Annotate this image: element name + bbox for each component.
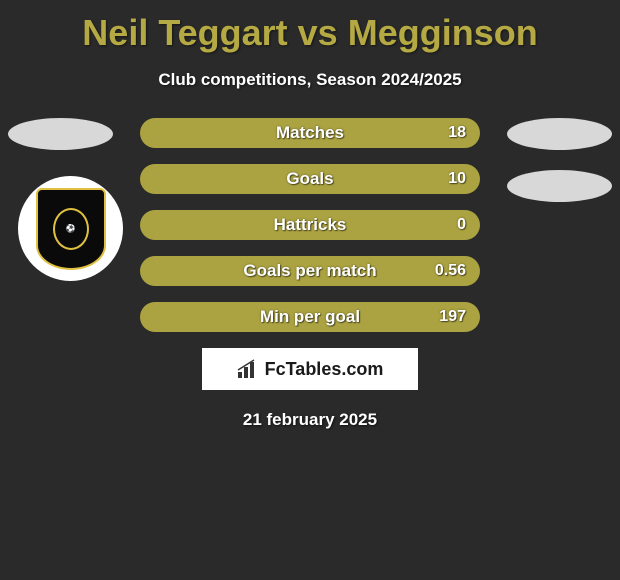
player-a-placeholder-ellipse	[8, 118, 113, 150]
club-badge: ⚽	[18, 176, 123, 281]
stat-label: Goals per match	[243, 261, 376, 281]
brand-logo[interactable]: FcTables.com	[202, 348, 418, 390]
bar-chart-icon	[237, 359, 259, 379]
page-title: Neil Teggart vs Megginson	[0, 0, 620, 54]
shield-inner-icon: ⚽	[53, 208, 89, 250]
stat-label: Hattricks	[274, 215, 347, 235]
stat-label: Min per goal	[260, 307, 360, 327]
stat-row: Hattricks 0	[140, 210, 480, 240]
stat-row: Goals 10	[140, 164, 480, 194]
stat-value: 10	[448, 170, 466, 188]
stat-row: Min per goal 197	[140, 302, 480, 332]
stat-value: 0.56	[435, 262, 466, 280]
player-b-placeholder-ellipse-1	[507, 118, 612, 150]
stat-value: 18	[448, 124, 466, 142]
subtitle: Club competitions, Season 2024/2025	[0, 70, 620, 90]
content-area: ⚽ Matches 18 Goals 10 Hattricks 0 Goals …	[0, 118, 620, 430]
shield-icon: ⚽	[36, 188, 106, 270]
player-b-placeholder-ellipse-2	[507, 170, 612, 202]
date-text: 21 february 2025	[0, 410, 620, 430]
stat-value: 0	[457, 216, 466, 234]
stat-label: Matches	[276, 123, 344, 143]
stat-value: 197	[439, 308, 466, 326]
stats-bars: Matches 18 Goals 10 Hattricks 0 Goals pe…	[140, 118, 480, 332]
stat-row: Goals per match 0.56	[140, 256, 480, 286]
brand-text: FcTables.com	[265, 359, 384, 380]
stat-label: Goals	[286, 169, 333, 189]
stat-row: Matches 18	[140, 118, 480, 148]
